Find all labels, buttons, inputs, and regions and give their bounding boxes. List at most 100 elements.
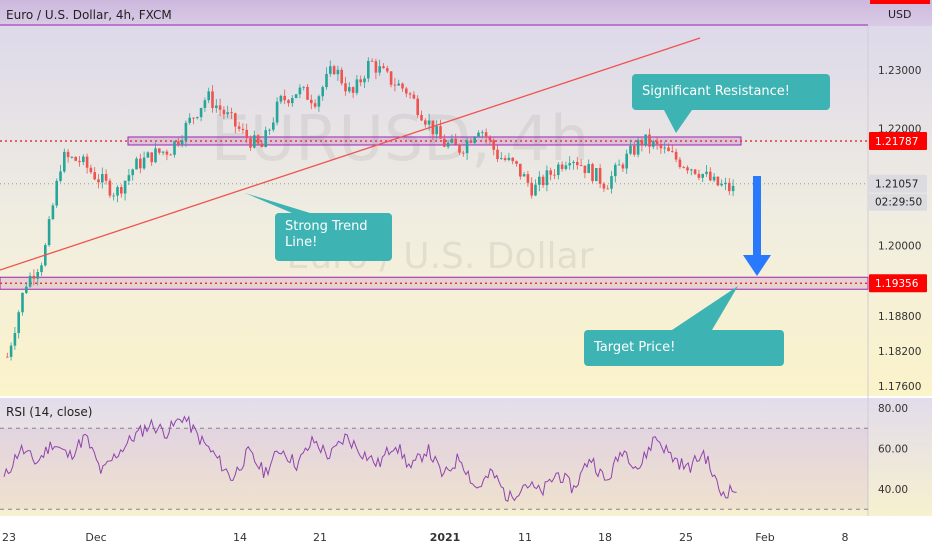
candle-body <box>663 147 666 149</box>
candle <box>405 86 408 98</box>
target-arrow-shaft <box>753 176 761 262</box>
candle-body <box>667 147 670 152</box>
currency-label[interactable]: USD <box>888 8 912 21</box>
candle-body <box>325 73 328 88</box>
candle <box>28 272 32 288</box>
candle <box>424 118 427 128</box>
time-tick-label: 21 <box>313 531 327 544</box>
candle-body <box>682 167 685 168</box>
candle <box>389 71 393 88</box>
candle-body <box>36 272 39 279</box>
candle <box>678 157 682 169</box>
candles <box>6 57 735 361</box>
candle <box>256 134 260 145</box>
candle-body <box>602 183 606 189</box>
candle <box>370 58 374 62</box>
candle-body <box>648 134 651 147</box>
candle <box>268 128 271 135</box>
time-tick-label: 23 <box>2 531 16 544</box>
candle-body <box>492 140 495 150</box>
candle <box>534 179 537 197</box>
candle-body <box>150 152 153 163</box>
candle <box>674 148 678 163</box>
candle <box>199 107 203 122</box>
candle-body <box>538 176 541 185</box>
candle <box>177 137 180 148</box>
candle <box>161 151 165 156</box>
candle-body <box>9 345 13 357</box>
candle <box>101 167 104 189</box>
candle-body <box>302 86 305 88</box>
candle <box>192 117 195 125</box>
candle <box>435 120 438 140</box>
candle-body <box>671 151 674 152</box>
candle <box>446 140 450 149</box>
candle <box>473 136 476 146</box>
candle-body <box>21 292 24 313</box>
candle-body <box>321 87 324 97</box>
candle-body <box>625 153 628 169</box>
candle-body <box>47 219 51 246</box>
candle-body <box>218 105 222 110</box>
time-tick-label: 2021 <box>430 531 461 544</box>
callout-target-price: Target Price! <box>584 330 784 366</box>
candle-body <box>146 152 150 158</box>
candle <box>663 141 666 154</box>
candle <box>279 94 283 105</box>
candle <box>511 157 514 165</box>
candle <box>705 165 708 177</box>
candle <box>659 141 663 154</box>
candle <box>321 85 324 101</box>
candle <box>226 105 229 118</box>
candle-body <box>120 187 123 194</box>
candle <box>682 165 685 169</box>
candle <box>579 159 583 167</box>
rsi-tick-label: 80.00 <box>878 403 908 415</box>
candle <box>32 269 36 286</box>
candle <box>610 171 613 194</box>
candle-body <box>199 107 203 118</box>
resistance-price-tag: 1.21787 <box>875 136 918 148</box>
candle-body <box>644 134 647 145</box>
candle-body <box>686 167 689 171</box>
candle-body <box>6 356 9 358</box>
candle-body <box>462 152 465 154</box>
candle <box>617 159 621 166</box>
candle-body <box>211 91 214 108</box>
candle <box>386 65 389 74</box>
rsi-band <box>0 428 868 510</box>
callout-pointer-target <box>672 286 738 330</box>
candle <box>454 133 457 145</box>
candle <box>13 326 17 350</box>
candle <box>412 91 416 100</box>
candle-body <box>123 180 127 194</box>
candle-body <box>424 120 427 125</box>
candle <box>591 162 594 184</box>
candle-body <box>275 101 279 123</box>
candle <box>462 150 465 157</box>
candle <box>135 156 138 170</box>
candle-body <box>640 140 644 145</box>
candle-body <box>511 157 514 162</box>
candle-body <box>367 60 370 79</box>
candle-body <box>579 165 583 166</box>
candle <box>21 292 24 316</box>
candle-body <box>188 117 191 123</box>
price-tick-label: 1.18800 <box>878 311 921 323</box>
candle-body <box>397 83 400 86</box>
candle <box>564 161 568 171</box>
candle <box>272 117 275 132</box>
candle <box>249 135 252 151</box>
candle <box>450 134 454 144</box>
candle-body <box>712 176 716 181</box>
candle-body <box>51 205 55 220</box>
candle <box>503 155 507 162</box>
candle-body <box>332 66 336 75</box>
candle-body <box>256 135 260 144</box>
candle-body <box>629 145 632 154</box>
candle-body <box>116 187 119 196</box>
candle-body <box>503 158 507 160</box>
candle <box>218 98 222 117</box>
candle <box>716 176 720 187</box>
candle <box>222 106 226 120</box>
